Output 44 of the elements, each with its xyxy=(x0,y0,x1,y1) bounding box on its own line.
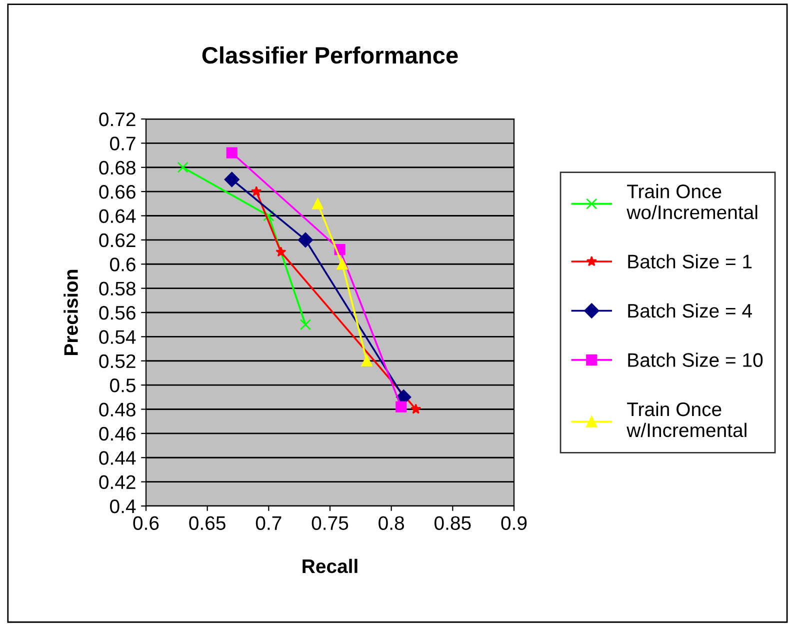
point xyxy=(396,401,407,412)
y-tick-label: 0.58 xyxy=(99,282,136,296)
y-axis-title: Precision xyxy=(64,270,78,355)
point xyxy=(177,162,188,173)
y-tick-label: 0.6 xyxy=(110,258,136,272)
legend-label: Batch Size = 1 xyxy=(628,254,752,268)
y-tick-label: 0.68 xyxy=(99,160,136,175)
x-tick-label: 0.6 xyxy=(133,516,159,530)
x-tick-label: 0.8 xyxy=(378,516,404,530)
point xyxy=(251,186,262,196)
y-tick-label: 0.52 xyxy=(99,354,136,368)
point xyxy=(224,172,240,188)
y-tick-label: 0.46 xyxy=(99,426,136,441)
x-tick-label: 0.65 xyxy=(189,516,226,530)
point xyxy=(410,404,422,414)
y-tick-label: 0.62 xyxy=(99,233,136,248)
y-tick-label: 0.54 xyxy=(99,330,136,344)
y-tick-label: 0.7 xyxy=(110,136,136,150)
legend-label: Train Once wo/Incremental xyxy=(626,184,758,220)
y-tick-label: 0.42 xyxy=(99,475,136,490)
point xyxy=(336,258,348,270)
legend-label: Batch Size = 10 xyxy=(628,352,763,367)
y-tick-label: 0.4 xyxy=(110,499,136,514)
point xyxy=(226,147,238,158)
y-tick-label: 0.64 xyxy=(99,209,136,223)
legend-label: Batch Size = 4 xyxy=(628,303,752,318)
x-tick-label: 0.9 xyxy=(501,516,527,530)
chart-title: Classifier Performance xyxy=(202,46,458,64)
y-tick-label: 0.48 xyxy=(99,402,136,416)
x-axis-title: Recall xyxy=(302,558,358,574)
point xyxy=(361,355,372,366)
x-tick-label: 0.7 xyxy=(256,516,282,530)
y-tick-label: 0.72 xyxy=(99,112,136,126)
legend-label: Train Once w/Incremental xyxy=(626,402,746,438)
x-tick-label: 0.75 xyxy=(312,516,348,530)
y-tick-label: 0.66 xyxy=(99,185,136,199)
y-tick-label: 0.44 xyxy=(99,451,136,465)
point xyxy=(312,198,324,210)
y-tick-label: 0.56 xyxy=(99,306,136,320)
x-tick-label: 0.85 xyxy=(434,516,471,530)
point xyxy=(276,246,286,257)
point xyxy=(298,232,314,248)
y-tick-label: 0.5 xyxy=(110,378,136,392)
point xyxy=(300,319,312,330)
